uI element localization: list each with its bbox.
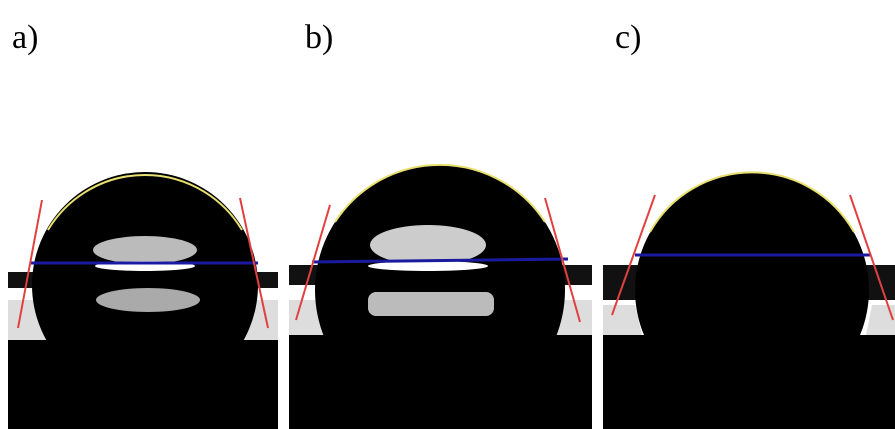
tangent-line <box>611 194 656 316</box>
panel-c: c) <box>603 19 895 429</box>
droplet-edge <box>649 171 855 233</box>
panel-b: b) <box>289 19 592 429</box>
reflection-blob <box>368 261 488 271</box>
substrate <box>8 340 278 429</box>
reflection-blob <box>368 292 494 316</box>
tangent-line <box>295 204 331 321</box>
tangent-line <box>544 197 581 323</box>
droplet-edge <box>47 174 243 231</box>
baseline <box>311 257 569 264</box>
panel-label: a) <box>12 19 38 56</box>
substrate <box>289 335 592 429</box>
reflection <box>289 300 325 335</box>
droplet-edge <box>334 163 546 223</box>
tangent-line <box>239 197 269 329</box>
reflection-blob <box>370 225 486 265</box>
tangent-line <box>849 194 894 321</box>
reflection-blob <box>93 236 197 264</box>
panel-a: a) <box>8 19 278 429</box>
substrate <box>603 335 895 429</box>
panel-label: c) <box>615 19 641 56</box>
panel-label: b) <box>305 19 333 56</box>
reflection-blob <box>96 288 200 312</box>
reflection <box>866 305 895 335</box>
tangent-line <box>17 199 43 329</box>
